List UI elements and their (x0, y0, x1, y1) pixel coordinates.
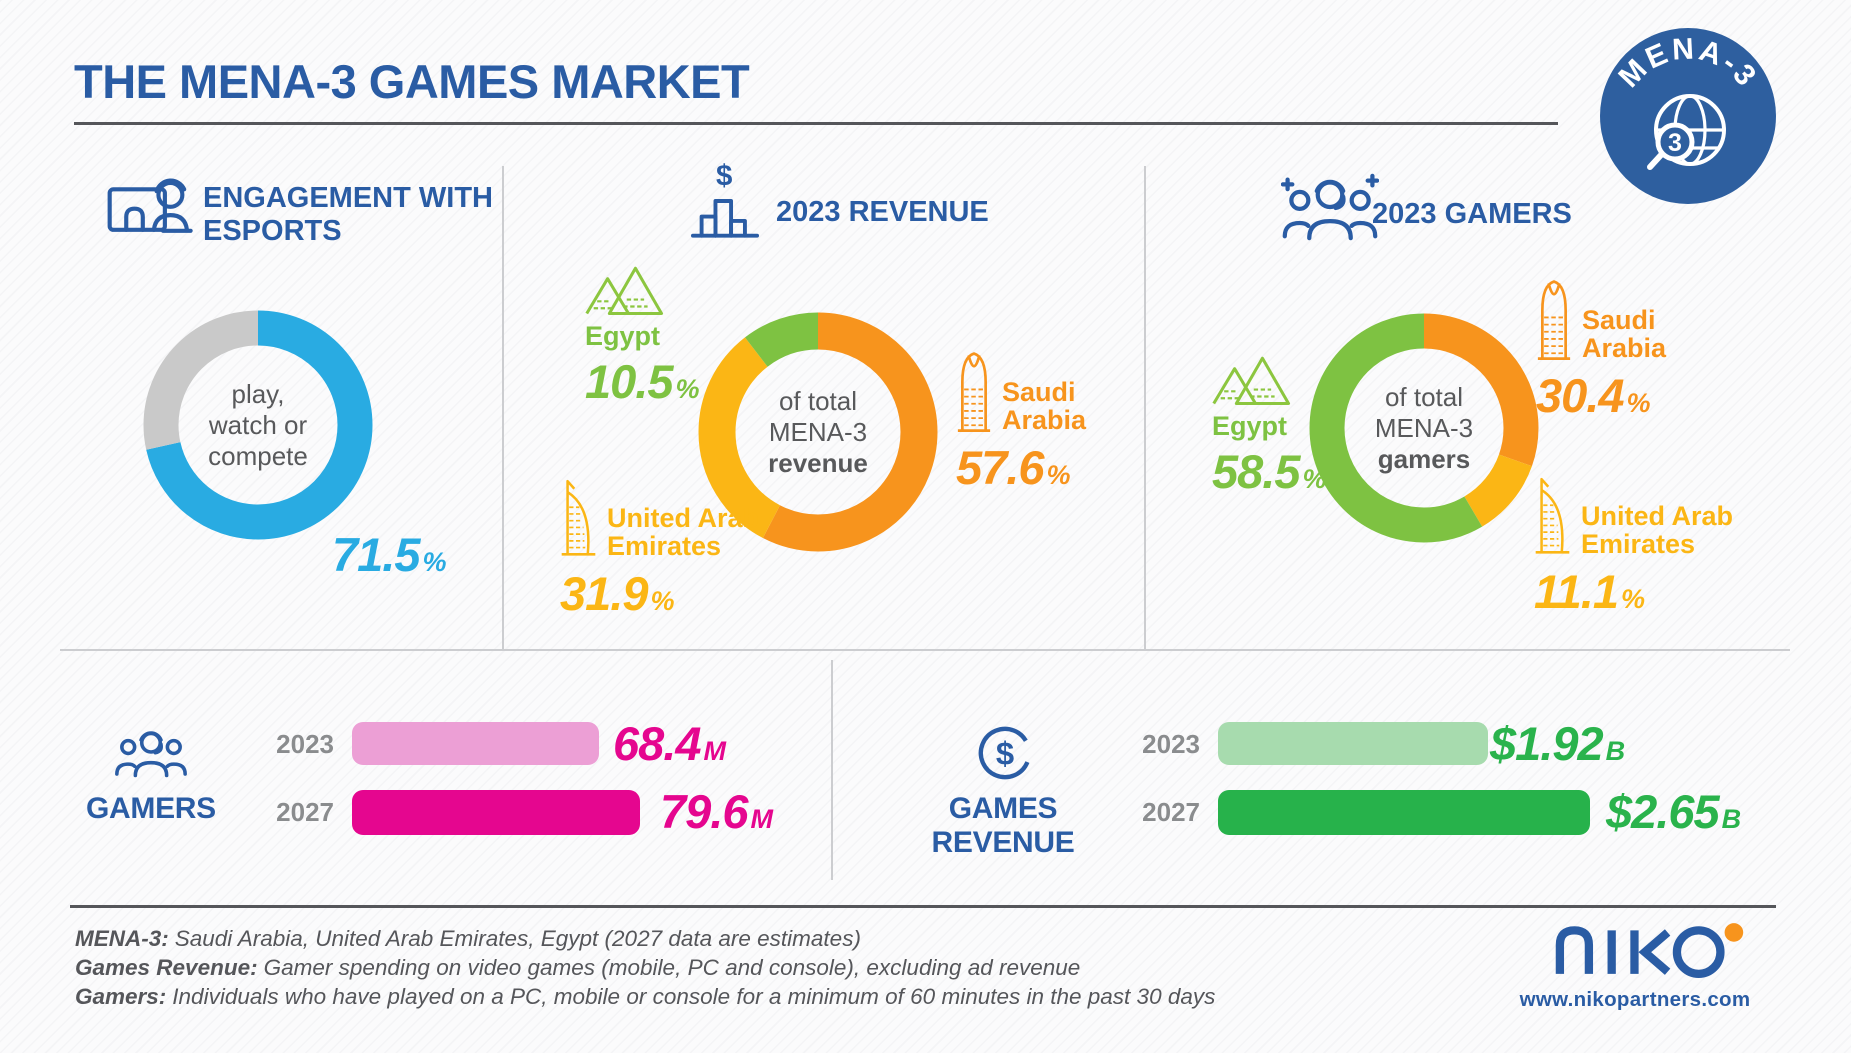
gamers-egypt-callout: Egypt 58.5% (1212, 352, 1327, 503)
kingdom-tower-icon (1537, 280, 1571, 360)
country-percvalue: 11.1% (1534, 565, 1646, 618)
gamers-donut-chart (1309, 313, 1539, 543)
bottom-divider (831, 660, 833, 880)
svg-text:$: $ (996, 735, 1014, 772)
gamers-growth-label: GAMERS (86, 792, 216, 825)
country-label: United Arab Emirates (607, 503, 760, 561)
niko-logo (1550, 920, 1750, 978)
svg-text:$: $ (716, 159, 732, 192)
revenue-donut-chart (698, 312, 938, 552)
revenue-section-title: 2023 REVENUE (776, 196, 989, 228)
gamers-uae-callout: United Arab Emirates 11.1% (1534, 474, 1733, 623)
gamers-2023-value: 68.4 M (613, 717, 726, 770)
country-label: Saudi Arabia (1582, 305, 1667, 363)
note-games-revenue: Games Revenue: Gamer spending on video ga… (75, 955, 1081, 980)
games-revenue-label: GAMES REVENUE (931, 792, 1075, 859)
footer-divider (70, 905, 1776, 908)
gamers-growth-icon (114, 722, 188, 782)
gamers-saudi-callout: Saudi Arabia 30.4% (1536, 278, 1666, 427)
year-label-2023: 2023 (1142, 729, 1200, 759)
revenue-2023-bar (1218, 722, 1488, 765)
year-label-2027: 2027 (276, 797, 334, 827)
svg-text:3: 3 (1668, 129, 1682, 157)
gamers-2027-bar (352, 790, 640, 835)
year-label-2023: 2023 (276, 729, 334, 759)
country-percvalue: 10.5% (585, 355, 700, 408)
year-label-2027: 2027 (1142, 797, 1200, 827)
esports-section-title: ENGAGEMENT WITH ESPORTS (203, 182, 493, 247)
gamers-2027-value: 79.6 M (660, 785, 773, 838)
country-percvalue: 57.6% (956, 441, 1071, 494)
country-label: Egypt (1212, 411, 1288, 441)
revenue-saudi-callout: Saudi Arabia 57.6% (956, 350, 1086, 499)
revenue-egypt-callout: Egypt 10.5% (585, 262, 700, 413)
footer-notes: MENA-3: Saudi Arabia, United Arab Emirate… (75, 924, 1225, 1011)
esports-percvalue: 71.5% (332, 528, 447, 581)
dollar-circle-icon: $ (976, 724, 1034, 782)
esports-icon (106, 166, 198, 244)
horizontal-divider (60, 649, 1790, 651)
gamers-2023-bar (352, 722, 599, 765)
revenue-2027-bar (1218, 790, 1590, 835)
revenue-2027-value: $2.65 B (1606, 785, 1742, 838)
column-divider-1 (502, 166, 504, 650)
pyramids-icon (585, 266, 664, 315)
country-percvalue: 30.4% (1536, 369, 1651, 422)
kingdom-tower-icon (957, 352, 991, 432)
burj-al-arab-icon (561, 479, 596, 556)
revenue-2023-value: $1.92 B (1490, 717, 1626, 770)
note-gamers: Gamers: Individuals who have played on a … (75, 984, 1216, 1009)
title-underline (74, 122, 1558, 125)
revenue-uae-callout: United Arab Emirates 31.9% (560, 476, 759, 625)
country-percvalue: 31.9% (560, 567, 675, 620)
page-title: THE MENA-3 GAMES MARKET (74, 55, 750, 108)
gamers-section-title: 2023 GAMERS (1372, 198, 1572, 230)
mena3-badge: MENA-3 3 (1598, 26, 1778, 206)
country-percvalue: 58.5% (1212, 445, 1327, 498)
note-mena3: MENA-3: Saudi Arabia, United Arab Emirate… (75, 926, 861, 951)
niko-url-link[interactable]: www.nikopartners.com (1519, 988, 1751, 1011)
country-label: United Arab Emirates (1581, 501, 1734, 559)
pyramids-icon (1212, 356, 1291, 405)
esports-donut-chart (143, 310, 373, 540)
revenue-podium-icon: $ (686, 158, 764, 244)
gamers-group-icon (1281, 168, 1379, 246)
mena3-globe-icon: MENA-3 3 (1600, 28, 1776, 204)
burj-al-arab-icon (1535, 477, 1570, 554)
country-label: Egypt (585, 321, 661, 351)
column-divider-2 (1144, 166, 1146, 650)
country-label: Saudi Arabia (1002, 377, 1087, 435)
